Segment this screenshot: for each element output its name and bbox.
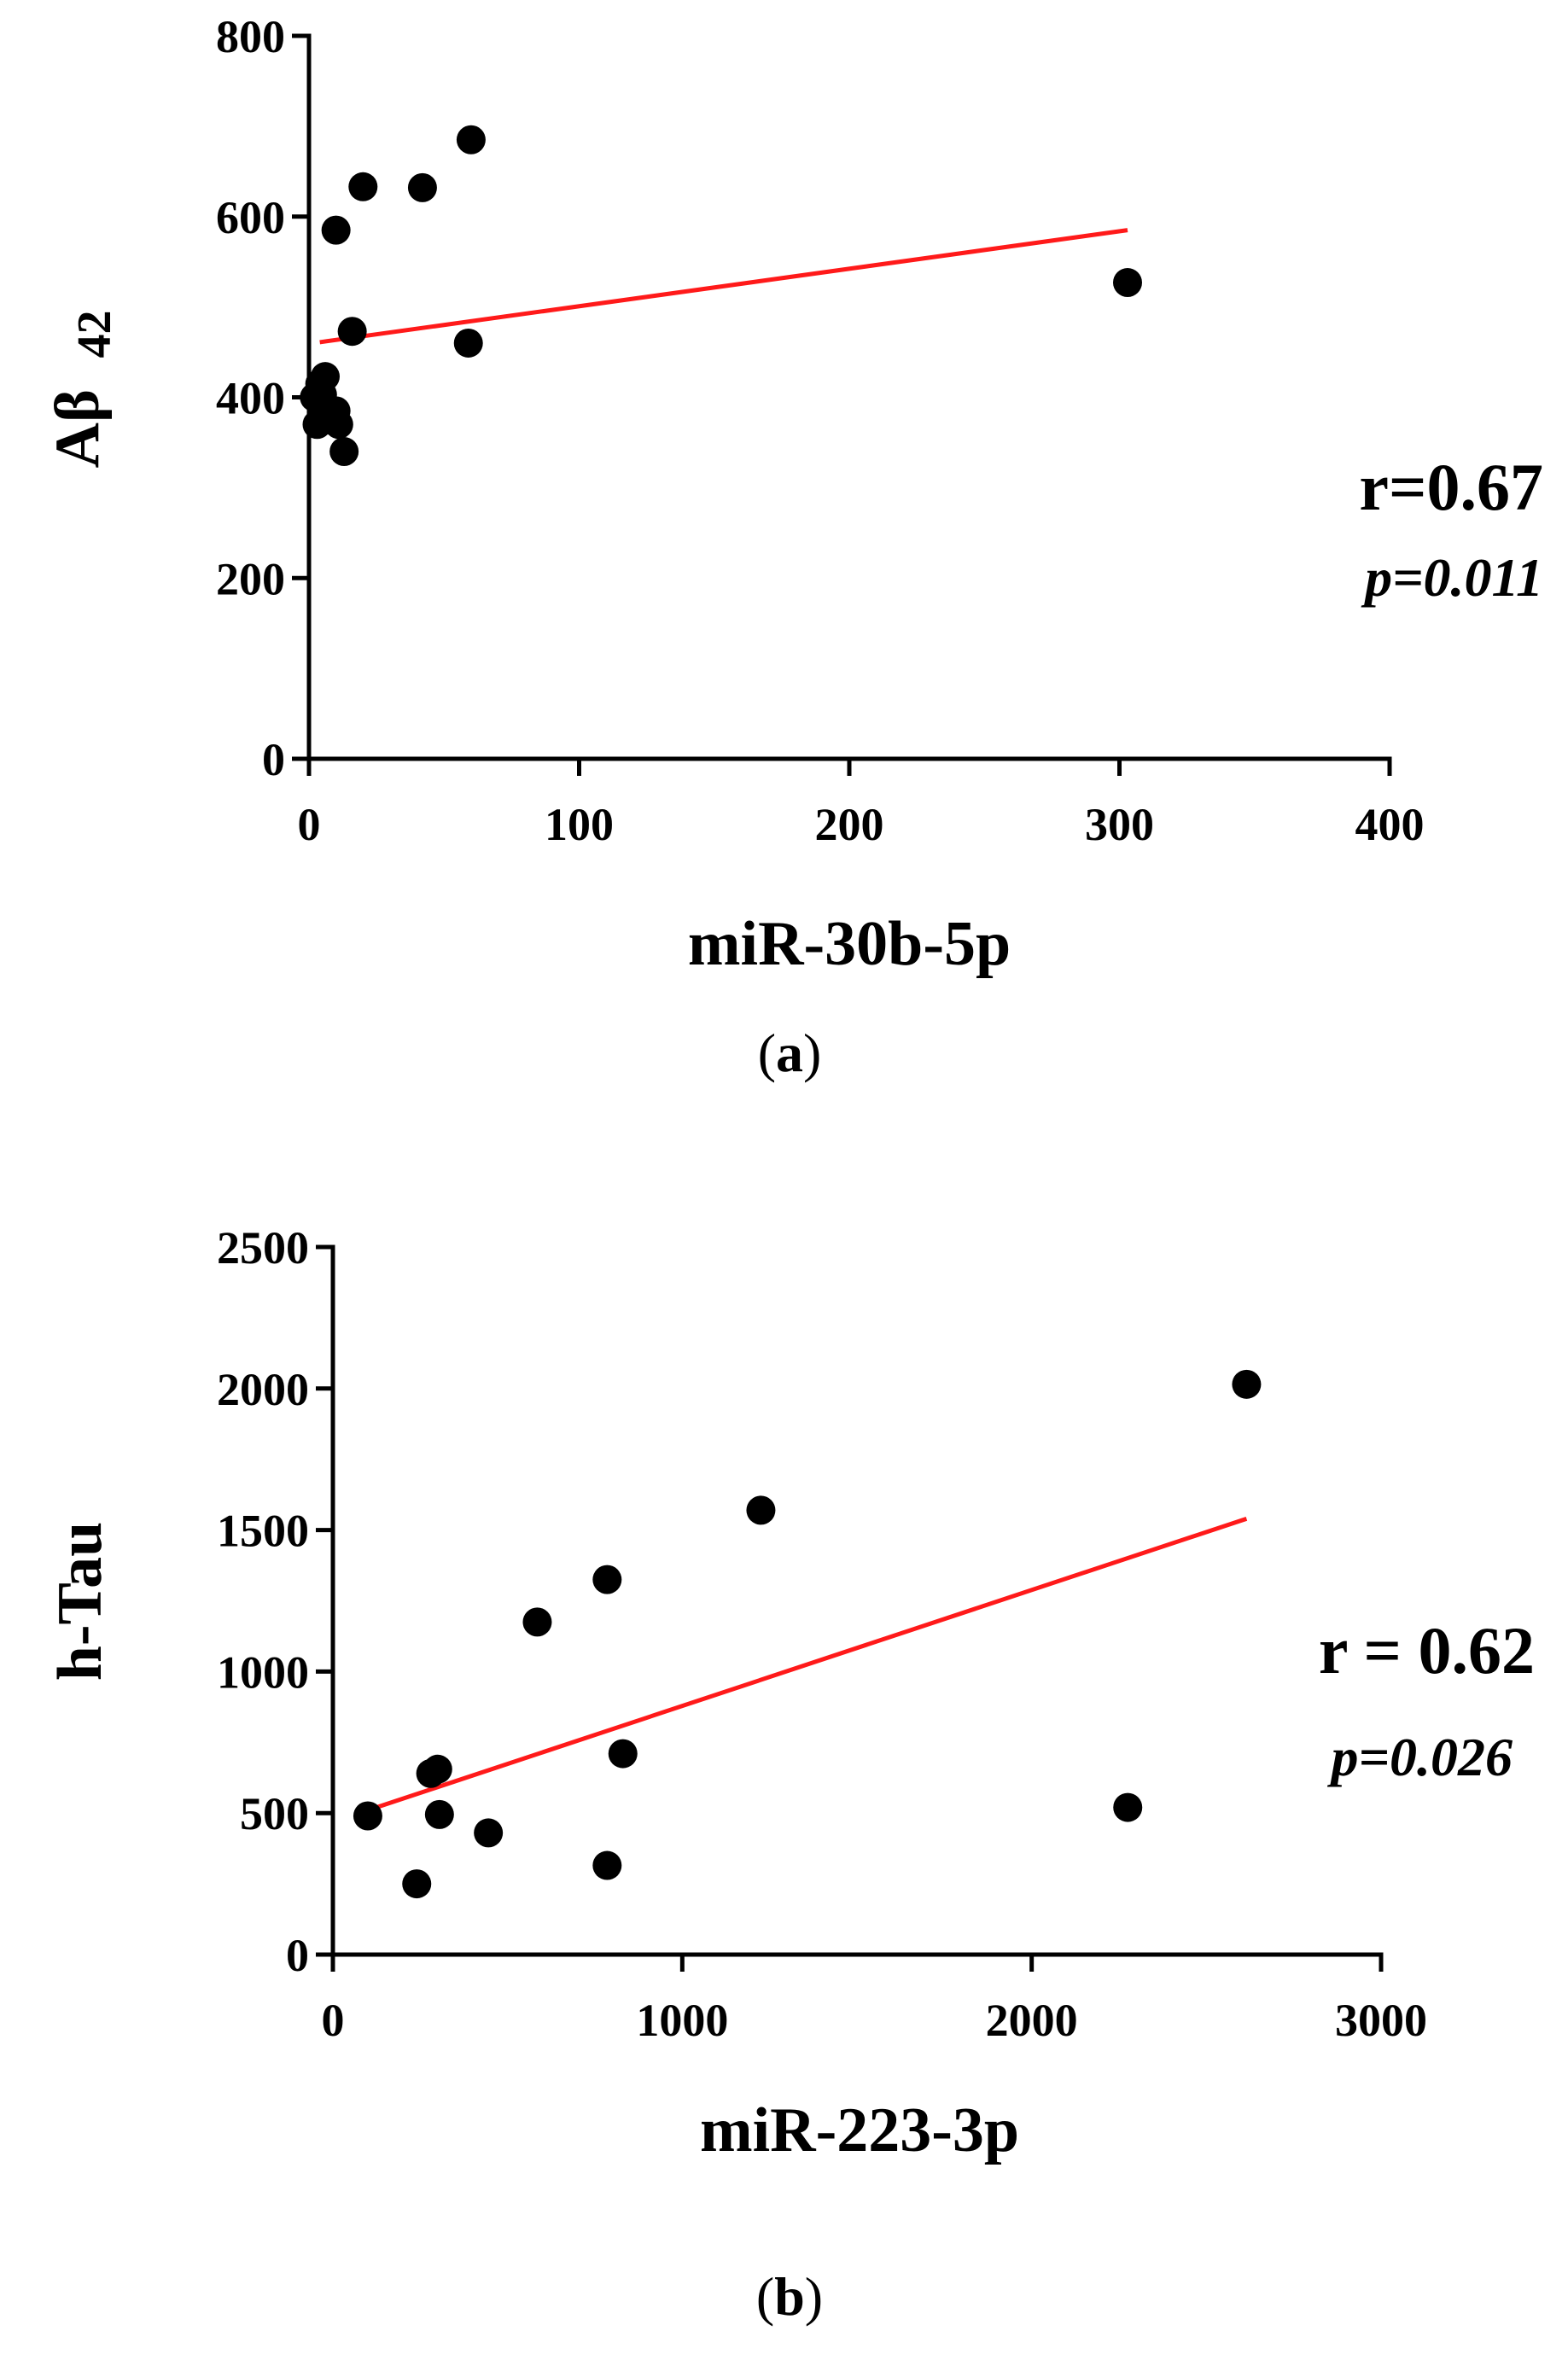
panel-b-y-tick-label: 0	[286, 1930, 309, 1981]
panel-b-x-ticks: 0 1000 2000 3000	[322, 1955, 1427, 2046]
panel-b-data-point	[608, 1739, 638, 1769]
panel-b-y-tick-label: 1000	[217, 1646, 309, 1698]
panel-b-data-point	[402, 1869, 432, 1899]
panel-a-points	[300, 125, 1142, 467]
panel-a-x-tick-label: 200	[815, 799, 884, 850]
panel-a-y-tick-label: 0	[262, 734, 285, 785]
panel-a-data-point	[337, 317, 367, 347]
panel-b-data-point	[424, 1799, 454, 1829]
panel-b-x-axis-title: miR-223-3p	[700, 2095, 1019, 2165]
panel-b-data-point	[522, 1607, 552, 1637]
panel-a-y-ticks: 0 200 400 600 800	[216, 11, 309, 785]
panel-b-data-point	[353, 1801, 382, 1831]
panel-a-data-point	[407, 172, 437, 202]
panel-b-label: (b)	[756, 2266, 823, 2327]
panel-a-x-tick-label: 0	[298, 799, 321, 850]
panel-b-data-point	[474, 1818, 504, 1848]
panel-a-data-point	[310, 362, 340, 392]
panel-a-y-tick-label: 800	[216, 11, 285, 62]
panel-b-chart: 0 500 1000 1500 2000 2500 0 1000 2000 3000 miR-2…	[45, 1222, 1535, 2327]
panel-a-y-axis-title: Aβ 42	[43, 311, 121, 469]
panel-a-data-point	[321, 215, 351, 245]
panel-a-data-point	[324, 410, 353, 440]
panel-a-x-tick-label: 100	[545, 799, 614, 850]
panel-a-x-ticks: 0 100 200 300 400	[298, 759, 1425, 850]
panel-b-x-tick-label: 1000	[636, 1995, 728, 2046]
panel-a-x-axis-title: miR-30b-5p	[688, 909, 1011, 979]
panel-b-axes	[330, 1244, 1384, 1957]
panel-b-x-tick-label: 2000	[986, 1995, 1078, 2046]
panel-a-y-tick-label: 400	[216, 373, 285, 424]
panel-a-letter: a	[776, 1023, 803, 1083]
panel-a-y-axis-title-subscript: 42	[68, 311, 121, 358]
panel-b-correlation-r: r = 0.62	[1319, 1613, 1535, 1687]
panel-a-data-point	[329, 437, 359, 467]
panel-b-data-point	[423, 1754, 452, 1784]
panel-b-x-tick-label: 0	[322, 1995, 345, 2046]
panel-b-y-tick-label: 1500	[217, 1506, 309, 1557]
panel-a-data-point	[453, 328, 483, 358]
panel-a-y-tick-label: 200	[216, 553, 285, 604]
panel-b-data-point	[1113, 1792, 1143, 1822]
panel-b-data-point	[746, 1495, 776, 1525]
panel-a-y-tick-label: 600	[216, 192, 285, 243]
panel-a-x-tick-label: 400	[1355, 799, 1425, 850]
panel-a-data-point	[348, 172, 378, 201]
panel-a-x-tick-label: 300	[1085, 799, 1154, 850]
panel-b-points	[353, 1369, 1262, 1899]
panel-b-y-ticks: 0 500 1000 1500 2000 2500	[217, 1222, 333, 1981]
panel-a-data-point	[456, 125, 486, 154]
panel-b-data-point	[1232, 1369, 1262, 1399]
panel-b-y-tick-label: 500	[240, 1788, 309, 1839]
panel-a-data-point	[1112, 268, 1142, 298]
panel-b-p-value: p=0.026	[1327, 1727, 1513, 1787]
panel-b-regression-line	[367, 1516, 1248, 1813]
panel-a-chart: 0 200 400 600 800 0 100 200 300 400 miR-30b-5p A…	[43, 11, 1543, 1083]
panel-b-data-point	[592, 1850, 622, 1880]
panel-b-y-tick-label: 2000	[217, 1364, 309, 1415]
panel-a-y-axis-title-main: Aβ	[43, 389, 113, 468]
panel-b-y-axis-title: h-Tau	[45, 1522, 115, 1681]
panel-b-x-tick-label: 3000	[1335, 1995, 1427, 2046]
panel-b-data-point	[592, 1565, 622, 1594]
panel-a-label: (a)	[758, 1023, 822, 1083]
panel-a-p-value: p=0.011	[1361, 547, 1543, 608]
panel-a-regression-line	[319, 228, 1128, 345]
panel-b-letter: b	[774, 2266, 805, 2327]
panel-a-correlation-r: r=0.67	[1359, 450, 1543, 524]
panel-b-y-tick-label: 2500	[217, 1222, 309, 1273]
